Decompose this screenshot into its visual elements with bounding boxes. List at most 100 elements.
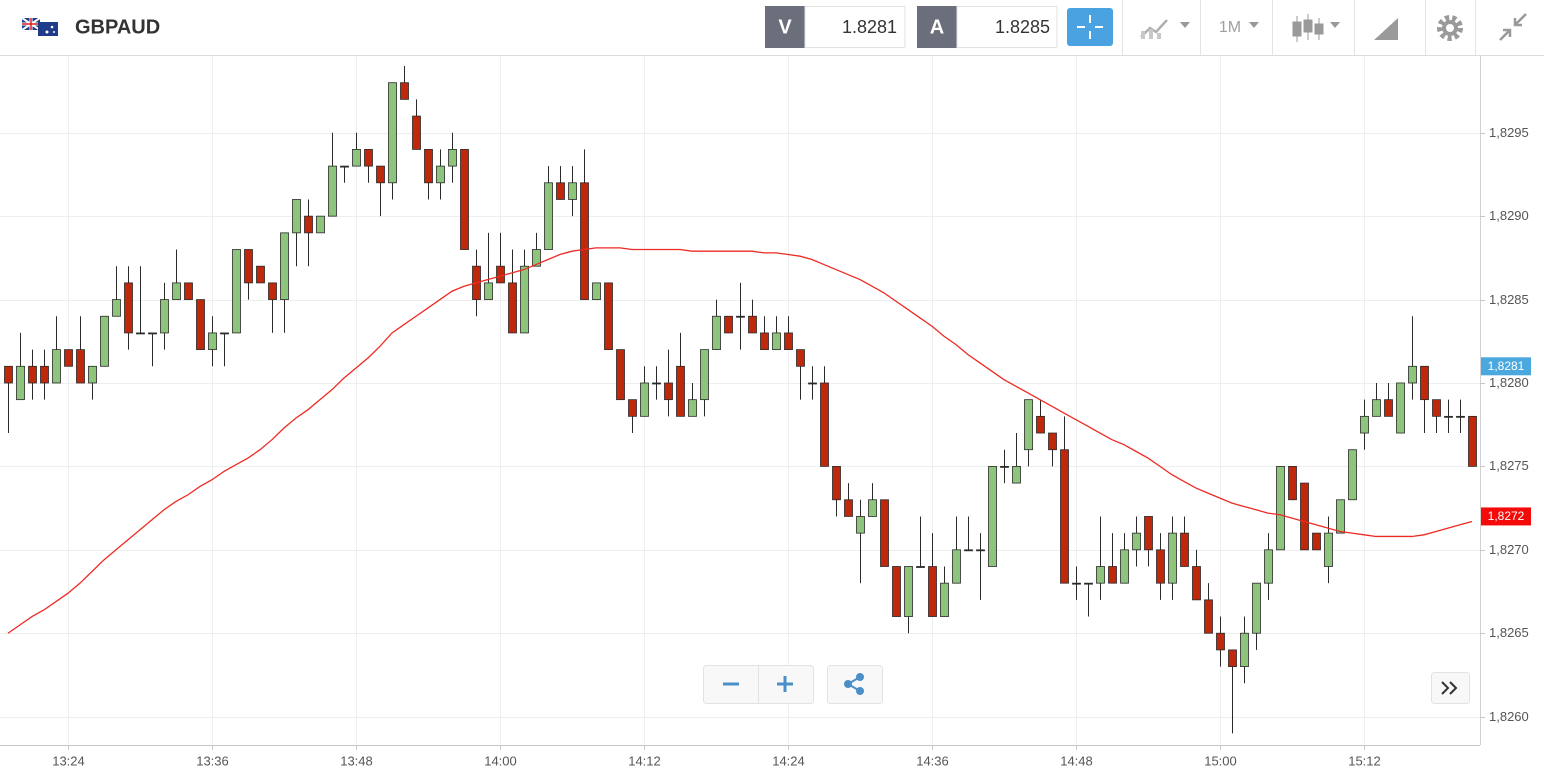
candle-body — [592, 282, 601, 300]
x-tick-label: 13:36 — [196, 753, 229, 768]
candle-body — [100, 315, 109, 367]
candle-body — [1072, 582, 1081, 585]
candle-body — [1156, 549, 1165, 584]
candle-body — [1024, 399, 1033, 451]
x-tick-label: 15:00 — [1204, 753, 1237, 768]
timeframe-caret — [1249, 22, 1259, 28]
candle-body — [1300, 482, 1309, 551]
candle-body — [112, 299, 121, 317]
candle-body — [1144, 516, 1153, 551]
sell-field — [804, 6, 906, 48]
y-tick-label: 1,8290 — [1489, 208, 1529, 223]
candle-body — [976, 549, 985, 552]
buy-button[interactable] — [917, 6, 957, 48]
candle-body — [520, 265, 529, 334]
candle-body — [1324, 532, 1333, 567]
x-tick-label: 15:12 — [1348, 753, 1381, 768]
candle-body — [676, 365, 685, 417]
candle-body — [388, 82, 397, 184]
candle-body — [652, 382, 661, 385]
candle-body — [1384, 399, 1393, 417]
collapse-button[interactable] — [1499, 13, 1527, 41]
candle-body — [1060, 449, 1069, 584]
candle-body — [556, 182, 565, 200]
x-tick-label: 14:48 — [1060, 753, 1093, 768]
candle-body — [1312, 532, 1321, 551]
candle-body — [532, 249, 541, 267]
sell-button[interactable] — [765, 6, 805, 48]
crosshair-button[interactable] — [1067, 8, 1113, 46]
candle-body — [1012, 465, 1021, 484]
draw-tools-button[interactable] — [1374, 16, 1398, 40]
chart-type-button[interactable] — [1140, 19, 1190, 39]
y-tick-label: 1,8260 — [1489, 709, 1529, 724]
candle-body — [340, 165, 349, 168]
candle-body — [1240, 632, 1249, 667]
candle-body — [244, 249, 253, 284]
y-tick-label: 1,8270 — [1489, 542, 1529, 557]
candle-body — [1288, 465, 1297, 501]
candle-body — [316, 215, 325, 234]
candle-body — [604, 282, 613, 351]
candle-body — [1348, 449, 1357, 501]
candle-body — [772, 332, 781, 351]
candle-body — [712, 315, 721, 351]
candle-body — [280, 232, 289, 300]
candle-body — [1216, 632, 1225, 651]
symbol: GBPAUD — [75, 16, 160, 38]
candle-body — [1168, 532, 1177, 584]
candle-body — [328, 165, 337, 217]
candle-body — [64, 349, 73, 367]
candle-body — [160, 299, 169, 334]
candle-body — [16, 365, 25, 401]
scroll-end-button[interactable] — [1431, 672, 1470, 704]
candle-body — [352, 149, 361, 167]
candle-body — [784, 332, 793, 351]
candle-body — [460, 149, 469, 250]
candle-body — [868, 499, 877, 517]
timeframe[interactable]: 1M — [1219, 19, 1241, 36]
candle-body — [1120, 549, 1129, 584]
y-tick-label: 1,8285 — [1489, 292, 1529, 307]
candle-body — [580, 182, 589, 300]
candle-type-button[interactable] — [1292, 14, 1340, 42]
x-tick-label: 14:36 — [916, 753, 949, 768]
buy-field — [956, 6, 1058, 48]
flag — [21, 17, 58, 36]
x-tick-label: 14:00 — [484, 753, 517, 768]
price-tag — [1481, 507, 1531, 526]
candle-body — [184, 282, 193, 300]
candle-body — [496, 265, 505, 284]
x-tick-label: 14:12 — [628, 753, 661, 768]
candle-body — [1084, 582, 1093, 585]
share-button[interactable] — [827, 665, 883, 704]
candle-body — [28, 365, 37, 384]
plot: 1,8281 1,8272 — [4, 66, 1531, 734]
toolbar-dividers — [1122, 0, 1476, 55]
candle-body — [688, 399, 697, 417]
zoom-in-button[interactable] — [777, 676, 793, 692]
candle-body — [964, 549, 973, 552]
candle-body — [304, 215, 313, 234]
grid: 1,82601,82651,82701,82751,82801,82851,82… — [0, 56, 1529, 768]
candle-body — [376, 165, 385, 184]
candle-body — [196, 299, 205, 351]
y-tick-label: 1,8265 — [1489, 625, 1529, 640]
crosshair-icon — [1077, 15, 1103, 39]
candle-body — [268, 282, 277, 300]
candle-body — [1252, 582, 1261, 634]
settings-button[interactable] — [1437, 15, 1463, 41]
candle-body — [796, 349, 805, 367]
candle-body — [508, 282, 517, 334]
candle-body — [220, 332, 229, 335]
candle-body — [148, 332, 157, 335]
x-tick-label: 13:48 — [340, 753, 373, 768]
candle-body — [1204, 599, 1213, 634]
candle-body — [400, 82, 409, 100]
candle-body — [76, 349, 85, 384]
candle-body — [208, 332, 217, 351]
candle-body — [640, 382, 649, 417]
candle-body — [292, 199, 301, 234]
